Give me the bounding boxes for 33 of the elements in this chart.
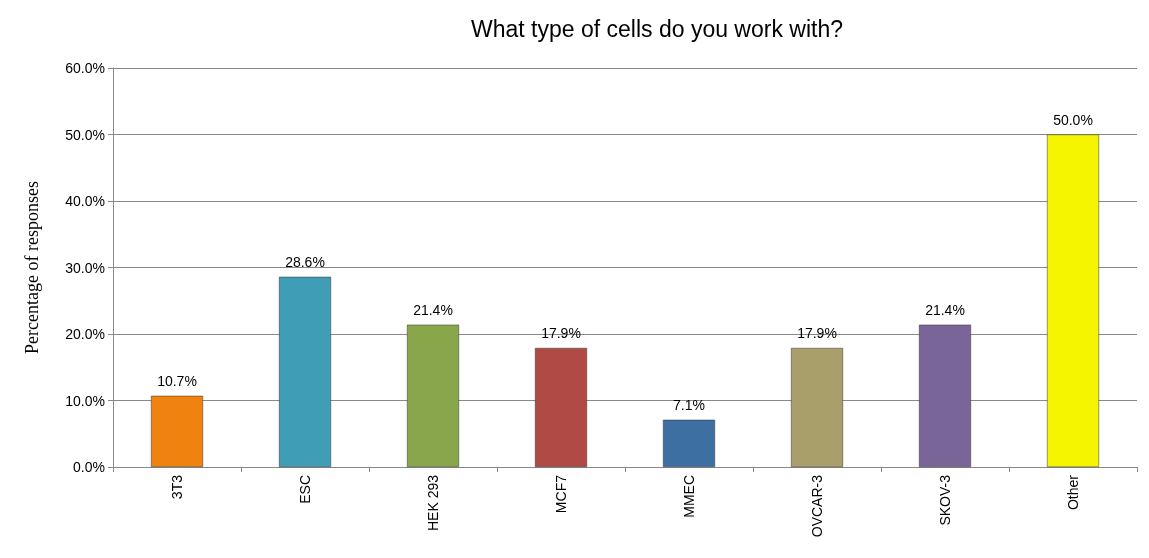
bar [151,395,203,467]
bar [1047,134,1099,467]
x-tick-label: Other [1065,474,1081,511]
y-tick-label: 0.0% [73,459,105,475]
data-label: 50.0% [1053,111,1093,128]
y-tick-label: 10.0% [65,392,105,409]
data-label: 21.4% [413,301,453,318]
x-tick-label: ESC [297,475,313,504]
bar [919,324,971,467]
data-label: 10.7% [157,372,197,389]
bar [535,347,587,467]
data-label: 17.9% [541,324,581,341]
y-tick-label: 20.0% [65,326,105,342]
y-tick-label: 60.0% [65,60,105,76]
x-tick-label: MCF7 [553,474,569,514]
y-tick-label: 30.0% [65,259,105,276]
x-tick-label: OVCAR-3 [809,474,825,538]
x-tick-label: MMEC [681,475,697,518]
bar [791,347,843,467]
x-tick-label: SKOV-3 [937,474,953,526]
data-label: 17.9% [797,324,837,341]
bar [279,276,331,467]
x-tick-label: HEK 293 [425,474,441,532]
bar [407,324,459,467]
data-label: 21.4% [925,301,965,318]
y-tick-label: 50.0% [65,126,105,143]
bar [663,419,715,467]
y-tick-label: 40.0% [65,193,105,209]
chart-title: What type of cells do you work with? [471,15,843,42]
y-axis-title: Percentage of responses [22,181,42,354]
data-label: 7.1% [673,396,705,413]
x-tick-label: 3T3 [169,474,185,500]
data-label: 28.6% [285,253,325,270]
